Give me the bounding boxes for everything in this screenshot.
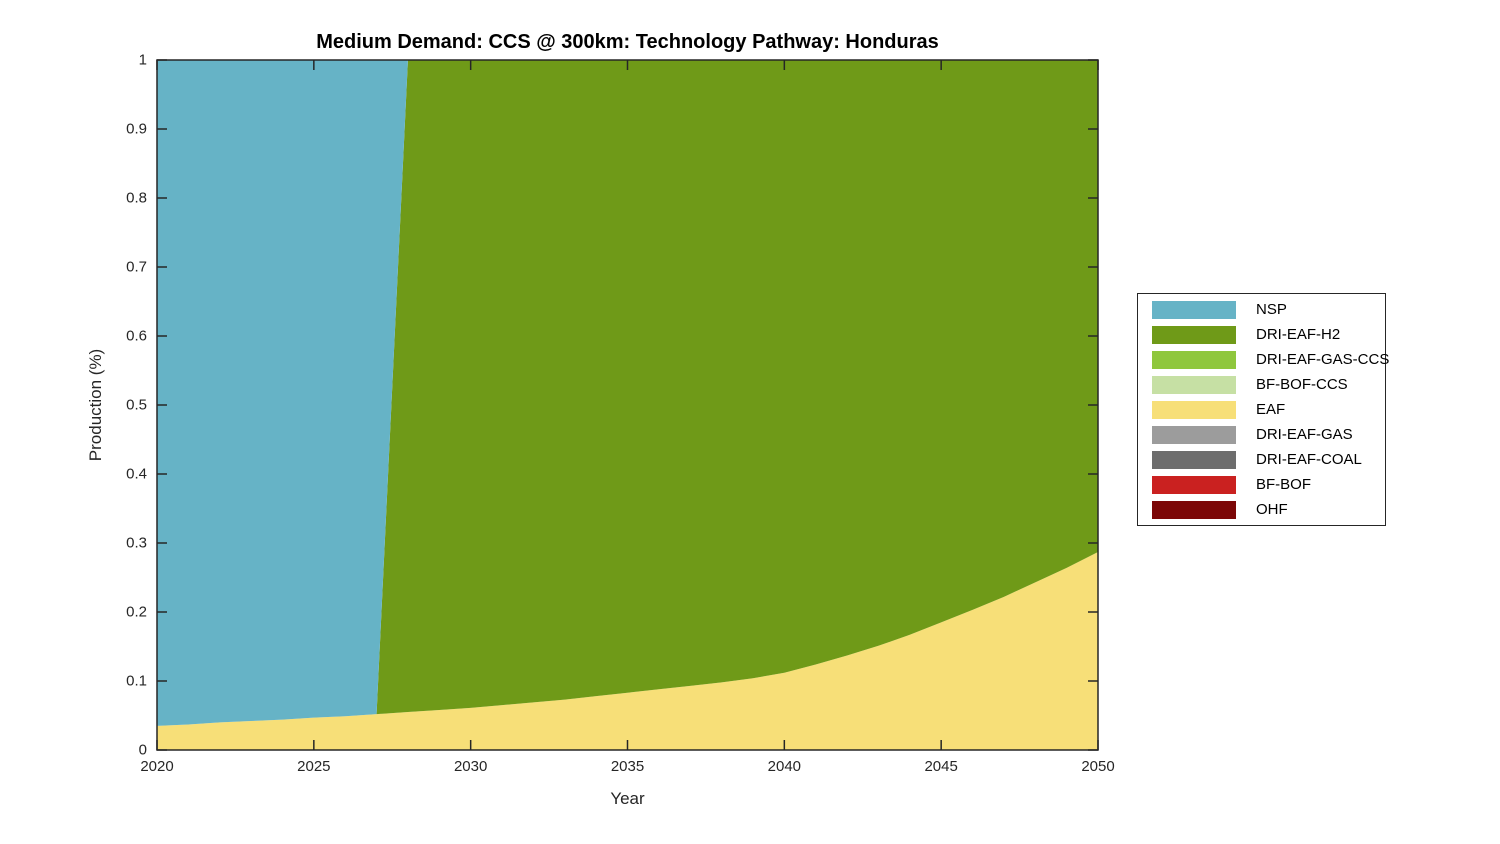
y-tick-label: 0.3	[126, 534, 147, 552]
x-tick-label: 2035	[610, 758, 645, 775]
legend-item-BF-BOF-CCS: BF-BOF-CCS	[1138, 372, 1385, 397]
chart-title: Medium Demand: CCS @ 300km: Technology P…	[316, 31, 939, 53]
x-tick-label: 2040	[767, 758, 802, 775]
area-series-EAF	[157, 551, 1098, 750]
y-tick-label: 0.1	[126, 672, 147, 690]
legend-label: EAF	[1256, 401, 1286, 418]
legend-swatch	[1152, 325, 1236, 344]
x-axis-label: Year	[610, 789, 645, 808]
y-tick-label: 0.5	[126, 396, 147, 414]
y-tick-label: 0.7	[126, 258, 147, 276]
legend-item-OHF: OHF	[1138, 497, 1385, 522]
legend-label: OHF	[1256, 501, 1288, 518]
y-tick-label: 0.4	[126, 465, 147, 483]
x-tick-label: 2030	[453, 758, 488, 775]
y-axis-label: Production (%)	[86, 348, 105, 462]
legend-label: DRI-EAF-GAS	[1256, 426, 1353, 443]
legend-swatch	[1152, 300, 1236, 319]
legend-swatch	[1152, 500, 1236, 519]
legend-swatch	[1152, 375, 1236, 394]
legend-label: BF-BOF-CCS	[1256, 376, 1348, 393]
area-series-NSP	[157, 60, 1098, 726]
legend-item-DRI-EAF-H2: DRI-EAF-H2	[1138, 322, 1385, 347]
y-tick-label: 1	[138, 51, 147, 69]
legend-swatch	[1152, 400, 1236, 419]
area-series-DRI-EAF-H2	[157, 60, 1098, 726]
y-tick-label: 0.2	[126, 603, 147, 621]
y-tick-label: 0.9	[126, 120, 147, 138]
legend-swatch	[1152, 350, 1236, 369]
legend-label: DRI-EAF-H2	[1256, 326, 1341, 343]
legend-item-DRI-EAF-GAS-CCS: DRI-EAF-GAS-CCS	[1138, 347, 1389, 372]
legend-swatch	[1152, 425, 1236, 444]
legend-label: BF-BOF	[1256, 476, 1311, 493]
legend-item-DRI-EAF-GAS: DRI-EAF-GAS	[1138, 422, 1385, 447]
legend-swatch	[1152, 450, 1236, 469]
x-tick-label: 2045	[924, 758, 958, 775]
y-tick-label: 0.8	[126, 189, 147, 207]
legend-item-EAF: EAF	[1138, 397, 1385, 422]
legend-label: DRI-EAF-COAL	[1256, 451, 1362, 468]
legend-item-BF-BOF: BF-BOF	[1138, 472, 1385, 497]
legend-item-NSP: NSP	[1138, 297, 1385, 322]
legend-swatch	[1152, 475, 1236, 494]
legend: NSP DRI-EAF-H2 DRI-EAF-GAS-CCS BF-BOF-CCS EA…	[1137, 293, 1389, 526]
y-tick-label: 0	[138, 741, 147, 759]
legend-label: NSP	[1256, 301, 1287, 318]
legend-label: DRI-EAF-GAS-CCS	[1256, 351, 1390, 368]
x-tick-label: 2020	[140, 758, 174, 775]
x-tick-label: 2025	[297, 758, 331, 775]
y-tick-label: 0.6	[126, 327, 147, 345]
legend-item-DRI-EAF-COAL: DRI-EAF-COAL	[1138, 447, 1385, 472]
x-tick-label: 2050	[1081, 758, 1115, 775]
